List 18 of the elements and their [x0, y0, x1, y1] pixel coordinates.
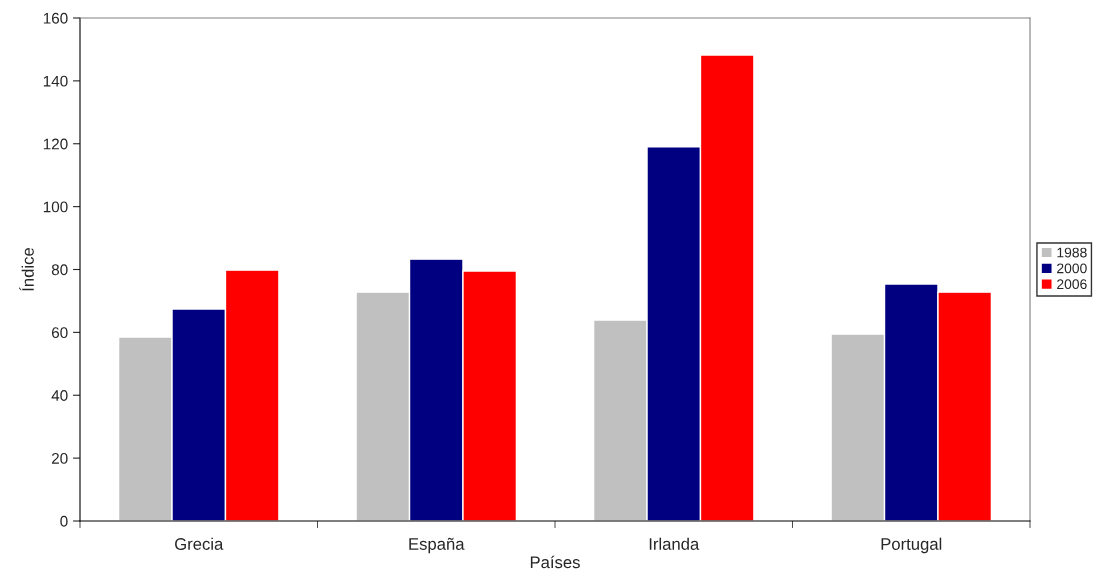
y-tick-label: 160: [43, 12, 68, 24]
y-tick-label: 60: [51, 327, 68, 339]
y-axis-title: Índice: [19, 248, 34, 291]
y-tick-label: 80: [51, 264, 68, 276]
x-tick-label: Grecia: [175, 537, 224, 550]
x-tick-label: Portugal: [881, 537, 942, 554]
legend-label: 2006: [1057, 279, 1087, 290]
y-tick-label: 120: [43, 138, 68, 150]
y-tick-label: 40: [51, 390, 68, 401]
x-axis-title: Países: [530, 555, 580, 569]
y-tick-label: 20: [51, 452, 68, 464]
legend-label: 1988: [1057, 247, 1087, 258]
x-tick-label: España: [409, 537, 465, 554]
legend-label: 2000: [1057, 263, 1087, 274]
y-tick-label: 0: [60, 515, 68, 527]
x-tick-label: Irlanda: [649, 537, 700, 550]
y-tick-label: 100: [43, 201, 68, 213]
y-tick-label: 140: [43, 75, 68, 87]
